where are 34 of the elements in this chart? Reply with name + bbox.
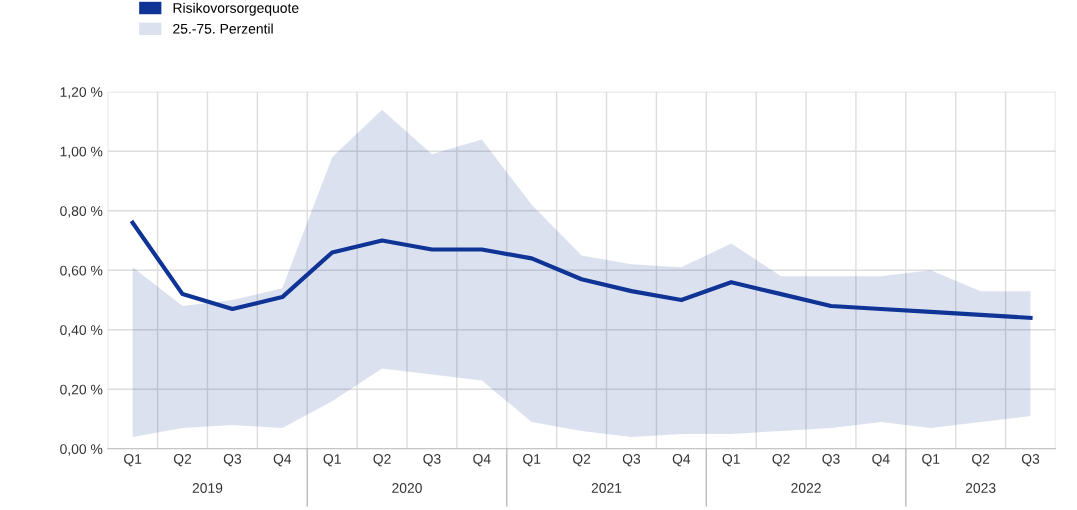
y-tick-label: 0,60 %	[60, 265, 103, 278]
x-tick-label: Q2	[572, 454, 591, 467]
text: 2022	[791, 483, 821, 493]
x-tick-label: Q4	[473, 454, 491, 467]
y-tick-label: 1,00 %	[60, 146, 103, 159]
y-tick-label: 0,00 %	[60, 444, 103, 456]
x-tick-label: Q3	[822, 454, 840, 467]
x-tick-label: Q3	[622, 454, 641, 467]
x-tick-label: Q1	[722, 454, 740, 467]
text: 25.-75. Perzentil	[173, 23, 273, 34]
text: 2021	[591, 483, 622, 493]
x-tick-label: Q1	[323, 454, 341, 467]
text: 2020	[392, 483, 422, 493]
x-tick-label: Q1	[124, 454, 142, 467]
x-tick-label: Q2	[772, 454, 790, 467]
y-tick-label: 0,40 %	[60, 325, 103, 337]
x-tick-label: Q4	[672, 454, 691, 467]
y-tick-label: 0,80 %	[60, 206, 103, 218]
x-tick-label: Q1	[523, 454, 541, 467]
y-tick-label: 0,20 %	[60, 384, 103, 397]
x-tick-label: Q4	[273, 454, 292, 467]
x-tick-label: Q2	[173, 454, 192, 467]
legend-label: Risikovorsorgequote	[173, 2, 299, 16]
text: 2019	[192, 483, 223, 493]
x-tick-label: Q2	[373, 454, 391, 467]
x-tick-label: Q3	[423, 454, 441, 467]
x-tick-label: Q2	[972, 454, 990, 467]
x-tick-label: Q1	[922, 454, 940, 467]
y-tick-label: 1,20 %	[60, 87, 103, 99]
x-tick-label: Q3	[223, 454, 242, 467]
text: 2023	[965, 483, 996, 493]
line-series	[130, 220, 1033, 320]
x-tick-label: Q3	[1021, 454, 1040, 467]
x-tick-label: Q4	[872, 454, 890, 467]
